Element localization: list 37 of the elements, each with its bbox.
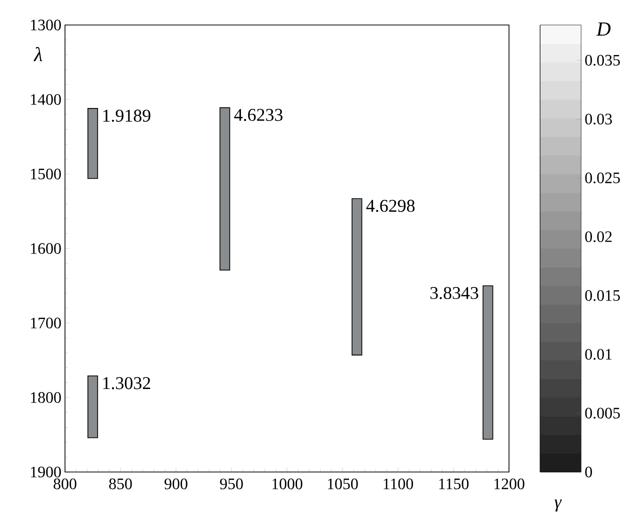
x-tick-label: 1200 [494,478,524,490]
annotation: 1.9189 [103,110,150,122]
bar [352,198,362,356]
y-tick-label: 1600 [31,243,61,254]
y-tick-label: 1700 [31,318,61,328]
x-tick-label: 850 [109,478,132,490]
y-axis-title: λ [34,47,42,62]
color-bar-label: 0.02 [585,231,612,242]
color-bar-label: 0.01 [585,348,612,360]
x-tick-label: 1000 [272,478,302,490]
annotation: 4.6298 [366,200,415,212]
color-bar-title: D [596,22,611,36]
color-bar-label: 0.025 [585,172,620,184]
annotation: 4.6233 [234,108,282,122]
color-bar-label: 0 [585,466,592,478]
bar [87,376,98,438]
x-tick-label: 1150 [439,478,469,490]
color-bar-label: 0.015 [585,290,620,301]
x-tick-label: 950 [220,478,243,490]
x-axis-title: γ [554,500,562,512]
y-tick-label: 1300 [31,20,61,30]
bar [482,285,494,440]
x-tick-label: 1050 [328,478,358,490]
color-bar-label: 0.005 [585,408,620,419]
color-bar-label: 0.03 [585,114,612,125]
x-tick-label: 1100 [384,478,414,490]
color-bar-label: 0.035 [585,54,620,66]
bar [220,107,230,271]
y-tick-label: 1800 [31,392,61,403]
annotation: 3.8343 [430,286,478,300]
y-tick-label: 1500 [31,168,61,180]
bar [87,108,98,179]
y-tick-label: 1400 [31,94,61,105]
x-tick-label: 900 [164,478,188,490]
annotation: 1.3032 [103,377,150,390]
y-tick-label: 1900 [31,466,61,478]
x-tick-label: 800 [54,478,76,490]
